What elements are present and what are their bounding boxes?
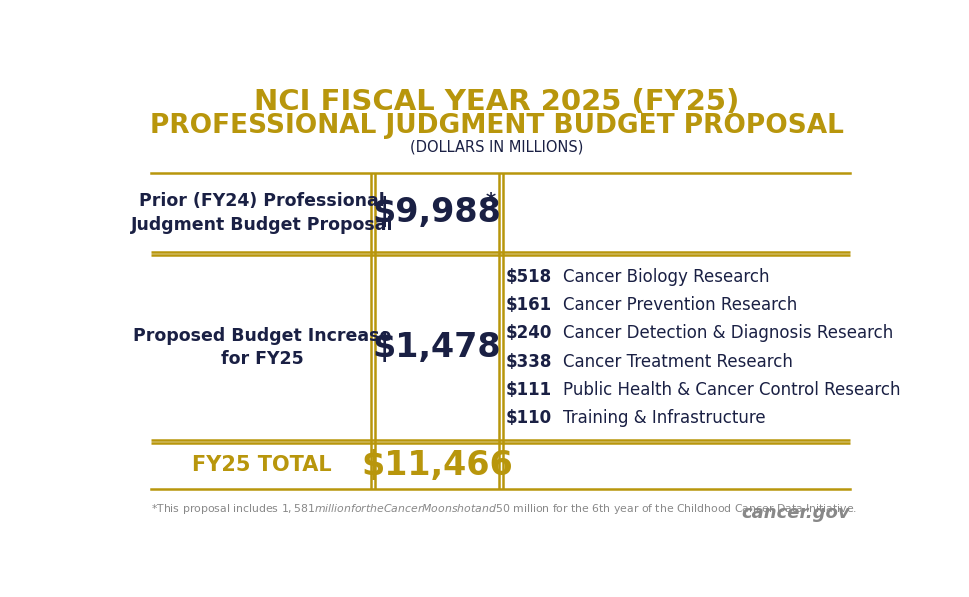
Text: $9,988: $9,988: [372, 196, 501, 229]
Text: NCI FISCAL YEAR 2025 (FY25): NCI FISCAL YEAR 2025 (FY25): [254, 88, 739, 116]
Text: PROFESSIONAL JUDGMENT BUDGET PROPOSAL: PROFESSIONAL JUDGMENT BUDGET PROPOSAL: [150, 113, 843, 139]
Text: Cancer Biology Research: Cancer Biology Research: [562, 267, 768, 285]
Text: $111: $111: [506, 381, 551, 399]
Text: Cancer Treatment Research: Cancer Treatment Research: [562, 353, 792, 371]
Text: $338: $338: [505, 353, 551, 371]
Text: $1,478: $1,478: [372, 331, 501, 364]
Text: FY25 TOTAL: FY25 TOTAL: [192, 455, 331, 475]
Text: Public Health & Cancer Control Research: Public Health & Cancer Control Research: [562, 381, 899, 399]
Text: Cancer Prevention Research: Cancer Prevention Research: [562, 296, 796, 314]
Text: $11,466: $11,466: [360, 448, 513, 482]
Text: $110: $110: [506, 410, 551, 427]
Text: (DOLLARS IN MILLIONS): (DOLLARS IN MILLIONS): [410, 139, 583, 154]
Text: $240: $240: [505, 324, 551, 342]
Text: *: *: [485, 190, 495, 210]
Text: $161: $161: [506, 296, 551, 314]
Text: cancer.gov: cancer.gov: [741, 504, 850, 522]
Text: Training & Infrastructure: Training & Infrastructure: [562, 410, 765, 427]
Text: $518: $518: [506, 267, 551, 285]
Text: Prior (FY24) Professional
Judgment Budget Proposal: Prior (FY24) Professional Judgment Budge…: [131, 192, 393, 234]
Text: Proposed Budget Increase
for FY25: Proposed Budget Increase for FY25: [133, 327, 391, 368]
Text: Cancer Detection & Diagnosis Research: Cancer Detection & Diagnosis Research: [562, 324, 891, 342]
Text: *This proposal includes $1,581 million for the Cancer Moonshot and $50 million f: *This proposal includes $1,581 million f…: [151, 502, 857, 516]
